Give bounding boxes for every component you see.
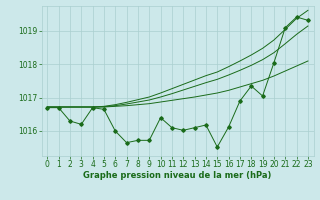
X-axis label: Graphe pression niveau de la mer (hPa): Graphe pression niveau de la mer (hPa) [84, 171, 272, 180]
